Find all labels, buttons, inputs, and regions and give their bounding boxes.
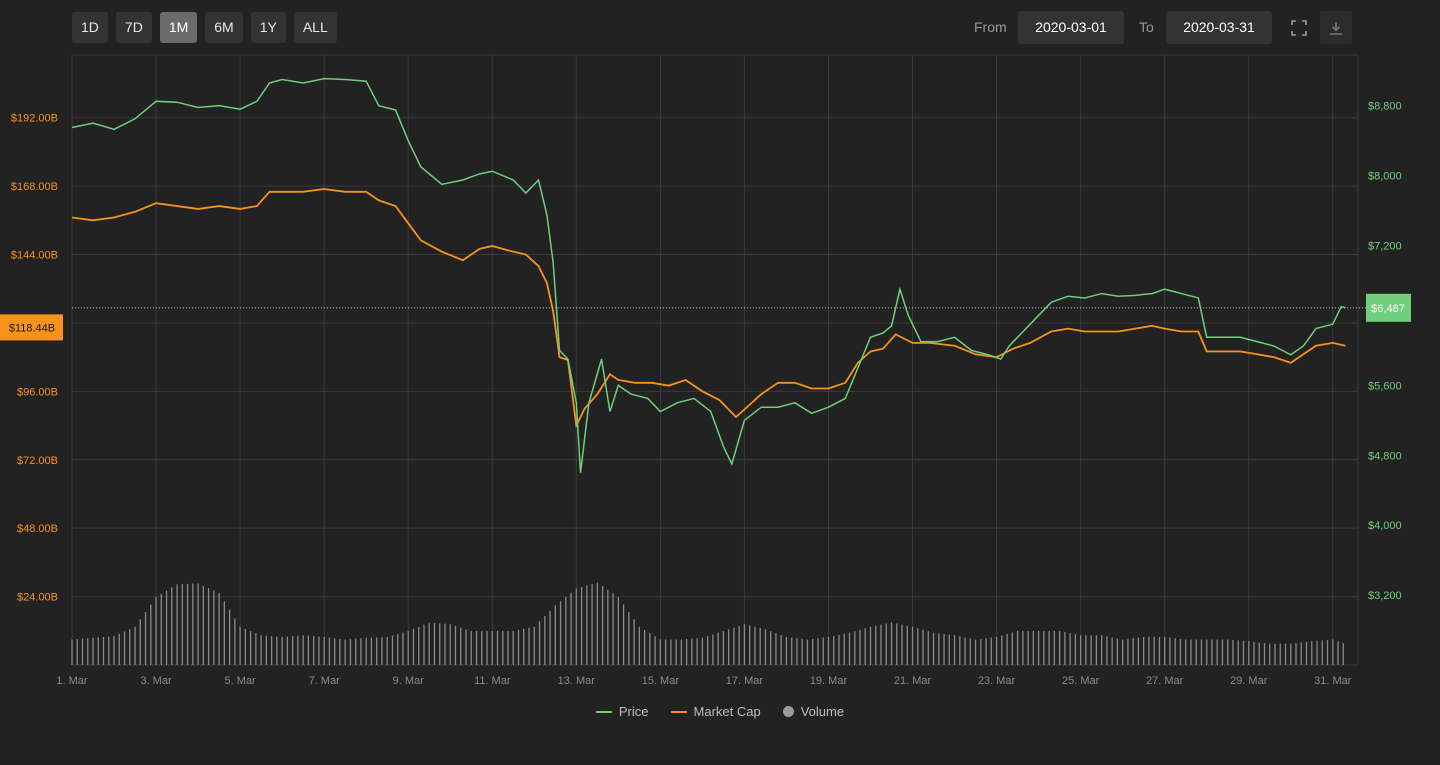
price-current-label: $6,487 xyxy=(1371,303,1405,315)
download-button[interactable] xyxy=(1320,11,1352,44)
legend-market-cap[interactable]: Market Cap xyxy=(670,704,761,719)
to-label: To xyxy=(1139,19,1154,35)
volume-bars xyxy=(71,582,1344,665)
range-1d-button[interactable]: 1D xyxy=(72,12,108,43)
legend-price-label: Price xyxy=(618,704,649,719)
series-lines xyxy=(71,77,1346,473)
price-current-badge xyxy=(1366,293,1411,322)
left-tick-label: $96.00B xyxy=(17,386,58,398)
market-cap-line xyxy=(71,188,1346,429)
volume-dot-swatch xyxy=(782,706,794,717)
left-tick-label: $168.00B xyxy=(11,181,58,193)
to-date-input[interactable]: 2020-03-31 xyxy=(1166,11,1272,44)
x-axis-labels: 1. Mar 3. Mar 5. Mar 7. Mar 9. Mar 11. Mar 13.… xyxy=(56,675,1351,687)
range-selector: 1D 7D 1M 6M 1Y ALL xyxy=(72,12,337,43)
x-tick-label: 7. Mar xyxy=(309,675,341,687)
x-tick-label: 1. Mar xyxy=(56,675,88,687)
x-tick-label: 25. Mar xyxy=(1062,675,1100,687)
right-tick-label: $3,200 xyxy=(1368,590,1402,602)
right-tick-label: $8,000 xyxy=(1368,171,1402,183)
from-label: From xyxy=(974,19,1007,35)
fullscreen-button[interactable] xyxy=(1283,11,1315,44)
download-icon xyxy=(1330,21,1342,35)
x-tick-label: 23. Mar xyxy=(978,675,1016,687)
range-1m-button[interactable]: 1M xyxy=(159,12,198,43)
market-cap-current-badge xyxy=(0,314,63,341)
left-tick-label: $192.00B xyxy=(11,113,58,125)
from-date-input[interactable]: 2020-03-01 xyxy=(1018,11,1124,44)
x-tick-label: 29. Mar xyxy=(1230,675,1268,687)
x-tick-label: 3. Mar xyxy=(140,675,172,687)
x-tick-label: 9. Mar xyxy=(393,675,425,687)
range-6m-button[interactable]: 6M xyxy=(205,12,243,43)
chart-legend: Price Market Cap Volume xyxy=(0,704,1440,719)
right-axis-labels: $3,200 $4,000 $4,800 $5,600 $7,200 $8,000 $8,8… xyxy=(1368,101,1402,602)
x-tick-label: 11. Mar xyxy=(474,675,511,687)
range-7d-button[interactable]: 7D xyxy=(115,12,152,43)
range-1y-button[interactable]: 1Y xyxy=(250,12,286,43)
x-tick-label: 19. Mar xyxy=(810,675,848,687)
current-value-markers: $118.44B $6,487 xyxy=(0,293,1411,341)
price-line-swatch xyxy=(595,710,612,713)
chart-grid xyxy=(71,54,1359,666)
x-tick-label: 13. Mar xyxy=(558,675,596,687)
left-tick-label: $24.00B xyxy=(17,592,58,604)
x-tick-label: 21. Mar xyxy=(894,675,932,687)
market-cap-current-label: $118.44B xyxy=(9,322,55,334)
right-tick-label: $5,600 xyxy=(1368,380,1402,392)
x-tick-label: 31. Mar xyxy=(1314,675,1352,687)
left-tick-label: $72.00B xyxy=(17,455,58,467)
right-tick-label: $8,800 xyxy=(1368,101,1402,113)
x-tick-label: 5. Mar xyxy=(225,675,257,687)
left-tick-label: $48.00B xyxy=(17,523,58,535)
left-axis-labels: $24.00B $48.00B $72.00B $96.00B $144.00B $168… xyxy=(11,113,58,604)
range-all-button[interactable]: ALL xyxy=(293,12,337,43)
x-tick-label: 27. Mar xyxy=(1146,675,1184,687)
legend-volume[interactable]: Volume xyxy=(782,704,845,719)
fullscreen-icon xyxy=(1291,19,1307,36)
right-tick-label: $4,000 xyxy=(1368,520,1402,532)
right-tick-label: $4,800 xyxy=(1368,450,1402,462)
price-line xyxy=(71,77,1346,473)
price-chart[interactable]: $24.00B $48.00B $72.00B $96.00B $144.00B $168… xyxy=(0,0,1440,700)
x-tick-label: 17. Mar xyxy=(726,675,764,687)
legend-price[interactable]: Price xyxy=(595,704,649,719)
market-cap-line-swatch xyxy=(670,710,687,713)
legend-volume-label: Volume xyxy=(800,704,845,719)
legend-market-cap-label: Market Cap xyxy=(693,704,761,719)
right-tick-label: $7,200 xyxy=(1368,241,1402,253)
x-tick-label: 15. Mar xyxy=(642,675,680,687)
left-tick-label: $144.00B xyxy=(11,250,58,262)
